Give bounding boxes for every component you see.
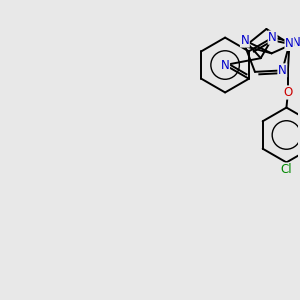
Text: N: N xyxy=(241,34,249,47)
Text: Cl: Cl xyxy=(280,163,292,176)
Text: N: N xyxy=(278,64,287,77)
Text: N: N xyxy=(292,36,300,49)
Text: N: N xyxy=(268,31,277,44)
Text: N: N xyxy=(221,58,230,71)
Text: O: O xyxy=(283,86,292,99)
Text: N: N xyxy=(285,38,294,50)
